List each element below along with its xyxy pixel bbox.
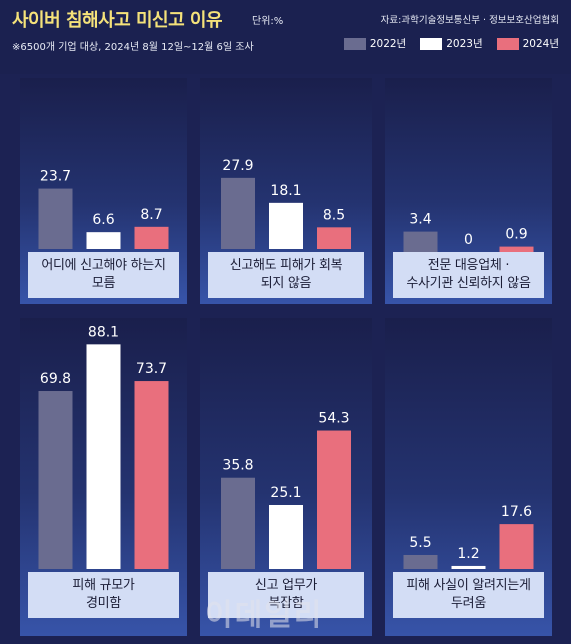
caption-reason-6-line-2: 두려움 [451,596,486,611]
bar-group-1: 23.7 6.6 8.7 [38,169,169,249]
bar-6-2023 [451,565,486,569]
bar-group-6: 5.5 1.2 17.6 [403,504,534,569]
bar-1-2024 [134,226,169,249]
caption-reason-4-line-1: 피해 규모가 [72,578,135,593]
unit-label: 단위:% [252,16,284,27]
bar-1-2022 [38,188,73,249]
caption-reason-6: 피해 사실이 알려지는게 두려움 [393,572,544,618]
bar-2-2024 [317,227,351,249]
caption-reason-4: 피해 규모가 경미함 [28,572,179,618]
value-label-1-2022: 23.7 [40,169,71,185]
caption-reason-3: 전문 대응업체 · 수사기관 신뢰하지 않음 [393,252,544,298]
value-label-6-2022: 5.5 [409,535,431,551]
value-label-1-2023: 6.6 [92,212,114,228]
value-label-6-2024: 17.6 [501,504,532,520]
panel-reason-6: 5.5 1.2 17.6 피해 사실이 알려지는게 두려움 [385,318,552,636]
caption-reason-3-line-1: 전문 대응업체 · [427,258,510,273]
value-label-5-2024: 54.3 [318,411,349,427]
legend-item-2023: 2023년 [420,36,483,51]
legend-swatch-2023 [420,37,443,50]
value-label-2-2023: 18.1 [270,183,301,199]
value-label-3-2024: 0.9 [505,227,527,243]
panel-reason-5: 35.8 25.1 54.3 신고 업무가 복잡함 [200,318,372,636]
bar-5-2022 [221,477,255,569]
panel-reason-1: 23.7 6.6 8.7 어디에 신고해야 하는지 모름 [20,78,187,304]
bar-4-2024 [134,381,169,569]
bar-2-2023 [269,202,303,249]
bar-group-3: 3.4 0 0.9 [403,212,534,252]
value-label-4-2023: 88.1 [88,324,119,340]
caption-reason-5: 신고 업무가 복잡함 [208,572,364,618]
value-label-2-2022: 27.9 [222,158,253,174]
bar-4-2023 [86,344,121,569]
survey-note: ※6500개 기업 대상, 2024년 8월 12일~12월 6일 조사 [12,42,254,53]
caption-reason-4-line-2: 경미함 [86,596,121,611]
caption-reason-2-line-2: 되지 않음 [260,276,312,291]
caption-reason-2: 신고해도 피해가 회복 되지 않음 [208,252,364,298]
bar-group-4: 69.8 88.1 73.7 [38,324,169,569]
bar-5-2024 [317,430,351,569]
value-label-1-2024: 8.7 [140,207,162,223]
legend-item-2022: 2022년 [343,36,407,51]
bar-group-5: 35.8 25.1 54.3 [221,411,351,569]
panel-reason-4: 69.8 88.1 73.7 피해 규모가 경미함 [20,318,187,636]
value-label-6-2023: 1.2 [457,546,479,562]
bar-3-2024 [499,246,534,252]
bar-6-2024 [499,524,534,569]
caption-reason-5-line-2: 복잡함 [268,596,304,611]
panel-reason-2: 27.9 18.1 8.5 신고해도 피해가 회복 되지 않음 [200,78,372,304]
value-label-4-2022: 69.8 [40,371,71,387]
value-label-5-2022: 35.8 [222,458,253,474]
value-label-3-2022: 3.4 [409,212,431,228]
value-label-2-2024: 8.5 [323,207,345,223]
panel-reason-3: 3.4 0 0.9 전문 대응업체 · 수사기관 신뢰하지 않음 [385,78,552,304]
bar-2-2022 [221,177,255,249]
legend-label-2023: 2023년 [446,38,483,50]
header: 사이버 침해사고 미신고 이유 단위:% 자료:과학기술정보통신부 · 정보보호… [0,0,571,74]
value-label-5-2023: 25.1 [270,485,301,501]
source-label: 자료:과학기술정보통신부 · 정보보호산업협회 [380,15,559,26]
value-label-3-2023: 0 [464,232,473,248]
chart-title: 사이버 침해사고 미신고 이유 [12,10,223,31]
bar-group-2: 27.9 18.1 8.5 [221,158,351,249]
legend-label-2024: 2024년 [522,38,559,50]
legend-swatch-2022 [343,37,366,50]
legend-swatch-2024 [496,37,519,50]
bar-3-2022 [403,231,438,252]
bar-4-2022 [38,391,73,569]
value-label-4-2024: 73.7 [136,361,167,377]
bar-6-2022 [403,554,438,569]
caption-reason-3-line-2: 수사기관 신뢰하지 않음 [406,276,531,291]
caption-reason-1-line-2: 모름 [91,276,116,291]
caption-reason-5-line-1: 신고 업무가 [254,578,318,593]
caption-reason-1-line-1: 어디에 신고해야 하는지 [41,258,166,273]
legend-label-2022: 2022년 [369,38,407,50]
bar-1-2023 [86,232,121,249]
caption-reason-6-line-1: 피해 사실이 알려지는게 [406,578,531,593]
caption-reason-1: 어디에 신고해야 하는지 모름 [28,252,179,298]
bar-5-2023 [269,504,303,569]
caption-reason-2-line-1: 신고해도 피해가 회복 [229,258,343,273]
legend-item-2024: 2024년 [496,36,559,51]
legend: 2022년 2023년 2024년 [343,36,559,51]
